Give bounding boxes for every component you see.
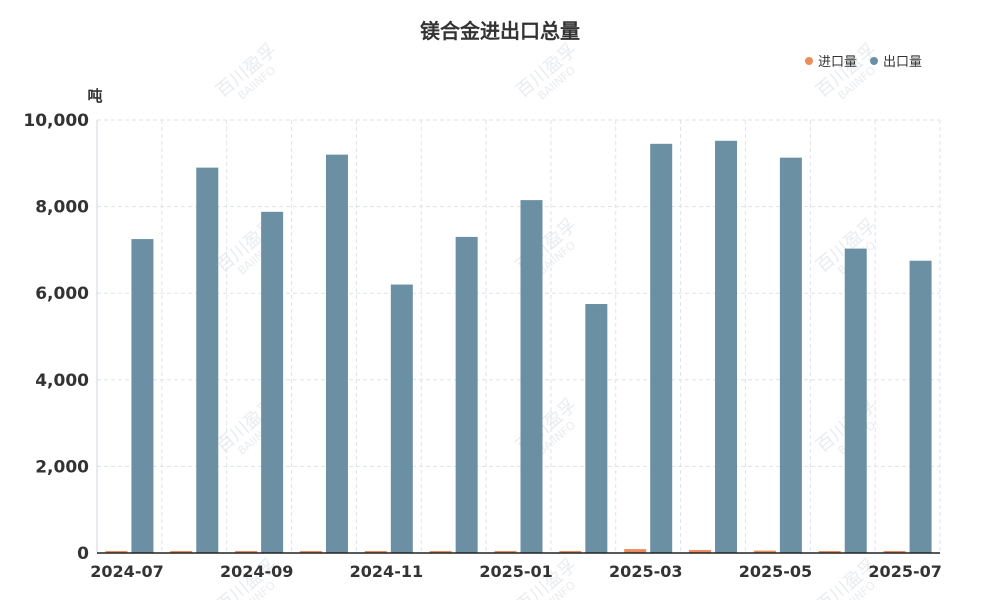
bar-export (196, 167, 219, 553)
bar-export (779, 157, 802, 553)
y-tick-label: 4,000 (35, 371, 89, 391)
y-tick-label: 2,000 (35, 457, 89, 477)
y-tick-label: 0 (77, 544, 89, 564)
x-tick-label: 2025-07 (868, 562, 941, 581)
chart-title: 镁合金进出口总量 (420, 19, 580, 43)
legend-label: 出口量 (883, 55, 922, 70)
bar-import (105, 551, 128, 553)
bar-import (364, 551, 387, 553)
y-tick-label: 6,000 (35, 284, 89, 304)
bar-import (429, 551, 452, 553)
y-tick-label: 8,000 (35, 198, 89, 218)
legend-marker (805, 57, 813, 65)
bar-export (131, 239, 154, 553)
bar-export (650, 143, 673, 553)
bar-export (585, 304, 608, 553)
grid (96, 119, 941, 553)
x-tick-label: 2024-07 (90, 562, 163, 581)
bar-export (909, 260, 932, 553)
x-axis-ticks: 2024-07 2024-09 2024-11 2025-01 2025-03 2025-… (90, 562, 942, 581)
x-tick-label: 2025-05 (739, 562, 812, 581)
bar-import (818, 551, 841, 553)
bar-export (261, 211, 284, 553)
bar-export (390, 284, 413, 553)
x-tick-label: 2024-09 (220, 562, 293, 581)
y-tick-label: 10,000 (23, 111, 89, 131)
x-tick-label: 2025-01 (479, 562, 552, 581)
bar-import (883, 551, 906, 553)
bar-export (325, 154, 348, 553)
legend-label: 进口量 (818, 55, 857, 70)
y-axis-ticks: 0 2,000 4,000 6,000 8,000 10,000 (23, 111, 89, 564)
bar-export (844, 248, 867, 553)
bar-export (520, 200, 543, 554)
bar-import (753, 550, 776, 553)
legend: 进口量 出口量 (805, 55, 922, 70)
bars (105, 140, 932, 554)
bar-import (689, 549, 712, 553)
bar-import (624, 549, 647, 553)
y-axis-unit: 吨 (87, 87, 102, 105)
legend-marker (870, 57, 878, 65)
bar-import (299, 551, 322, 553)
bar-import (235, 551, 258, 553)
x-tick-label: 2024-11 (350, 562, 423, 581)
x-tick-label: 2025-03 (609, 562, 682, 581)
bar-import (494, 551, 517, 553)
bar-export (715, 140, 738, 553)
bar-import (170, 551, 193, 553)
bar-export (455, 236, 478, 553)
bar-import (559, 551, 582, 553)
